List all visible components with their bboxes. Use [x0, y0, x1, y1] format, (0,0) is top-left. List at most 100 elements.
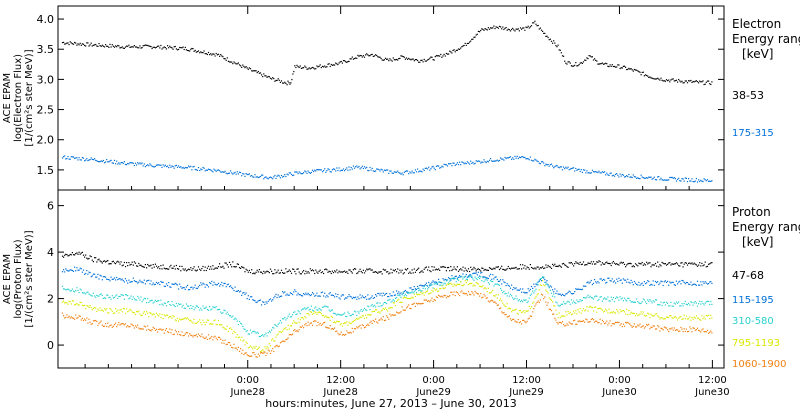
data-point	[495, 283, 497, 285]
data-point	[517, 268, 519, 270]
data-point	[334, 296, 336, 298]
data-point	[639, 284, 641, 286]
data-point	[186, 332, 189, 334]
data-point	[335, 271, 337, 273]
data-point	[455, 281, 457, 283]
data-point	[199, 268, 201, 270]
data-point	[629, 313, 631, 315]
data-point	[105, 309, 107, 311]
data-point	[236, 171, 238, 173]
data-point	[429, 292, 431, 295]
data-point	[127, 311, 129, 313]
data-point	[710, 281, 712, 283]
data-point	[383, 301, 385, 303]
data-point	[189, 50, 191, 52]
data-point	[670, 328, 672, 330]
data-point	[155, 265, 158, 267]
data-point	[211, 323, 213, 326]
data-point	[294, 270, 296, 273]
data-point	[249, 175, 252, 177]
data-point	[157, 45, 159, 47]
data-point	[228, 342, 231, 344]
data-point	[106, 278, 108, 280]
data-point	[446, 295, 449, 297]
data-point	[216, 309, 218, 311]
data-point	[123, 161, 125, 163]
data-point	[243, 353, 245, 356]
data-point	[165, 305, 168, 307]
data-point	[609, 172, 611, 174]
data-point	[164, 268, 166, 270]
data-point	[648, 280, 650, 283]
data-point	[92, 320, 94, 322]
data-point	[621, 262, 623, 264]
data-point	[217, 309, 220, 311]
data-point	[316, 65, 318, 67]
data-point	[662, 262, 664, 264]
data-point	[179, 265, 181, 267]
data-point	[456, 49, 458, 51]
data-point	[670, 264, 672, 266]
data-point	[225, 59, 227, 61]
data-point	[205, 284, 207, 286]
data-point	[190, 286, 192, 289]
data-point	[482, 267, 484, 269]
data-point	[481, 267, 483, 269]
data-point	[618, 299, 620, 301]
data-point	[445, 270, 447, 272]
data-point	[69, 158, 71, 160]
data-point	[709, 303, 711, 306]
data-point	[555, 45, 557, 47]
data-point	[553, 265, 555, 267]
data-point	[501, 289, 503, 291]
data-point	[150, 164, 152, 166]
data-point	[267, 332, 269, 334]
data-point	[331, 316, 333, 318]
data-point	[368, 324, 370, 327]
data-point	[221, 55, 223, 57]
data-point	[554, 288, 556, 290]
data-point	[503, 28, 505, 31]
data-point	[404, 297, 406, 299]
data-point	[169, 45, 171, 47]
data-point	[434, 283, 436, 285]
data-point	[61, 312, 64, 314]
data-point	[142, 266, 144, 268]
data-point	[685, 177, 687, 179]
data-point	[152, 166, 154, 168]
data-point	[210, 53, 212, 55]
data-point	[567, 266, 569, 268]
data-point	[575, 288, 577, 290]
data-point	[379, 56, 381, 58]
data-point	[287, 174, 289, 176]
data-point	[391, 272, 393, 274]
data-point	[315, 312, 317, 314]
proton-legend-energy: Energy ranges	[732, 220, 800, 234]
data-point	[358, 312, 360, 314]
data-point	[694, 317, 696, 319]
data-point	[299, 273, 301, 275]
data-point	[671, 327, 673, 329]
data-point	[171, 301, 173, 303]
data-point	[86, 42, 88, 44]
data-point	[506, 295, 508, 297]
data-point	[673, 177, 675, 179]
data-point	[631, 301, 633, 303]
data-point	[576, 169, 578, 171]
data-point	[696, 327, 699, 329]
data-point	[497, 266, 499, 268]
data-point	[421, 59, 423, 61]
data-point	[573, 265, 575, 267]
data-point	[138, 281, 140, 283]
data-point	[427, 59, 429, 61]
data-point	[290, 334, 293, 336]
data-point	[555, 265, 557, 267]
data-point	[181, 318, 183, 320]
data-point	[667, 263, 669, 265]
data-point	[699, 330, 701, 332]
data-point	[211, 268, 213, 270]
data-point	[388, 273, 390, 275]
data-point	[500, 288, 502, 290]
data-point	[526, 310, 528, 312]
data-point	[171, 47, 173, 49]
